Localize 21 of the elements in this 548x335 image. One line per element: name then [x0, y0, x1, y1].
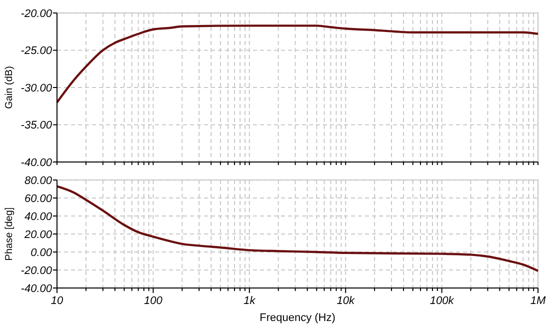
- y-tick-label: -20.00: [20, 264, 53, 277]
- x-tick-label: 10k: [336, 295, 355, 307]
- y-tick-label: 0.00: [30, 246, 53, 259]
- x-tick-label: 1k: [244, 295, 256, 307]
- y-axis-title: Phase [deg]: [4, 207, 15, 261]
- y-tick-label: -20.00: [20, 8, 53, 20]
- y-tick-label: 40.00: [24, 210, 53, 223]
- y-tick-label: 80.00: [24, 174, 53, 187]
- y-axis-title: Gain (dB): [4, 66, 15, 109]
- x-tick-label: 10: [50, 295, 64, 307]
- y-tick-label: -40.00: [20, 282, 53, 295]
- y-tick-label: -40.00: [20, 156, 53, 169]
- x-axis-title: Frequency (Hz): [260, 312, 336, 324]
- x-tick-label: 100k: [430, 295, 454, 307]
- x-tick-label: 100: [144, 295, 164, 307]
- y-tick-label: -30.00: [20, 82, 53, 94]
- y-tick-label: -35.00: [20, 120, 53, 132]
- y-tick-label: 60.00: [24, 192, 53, 205]
- y-tick-label: -25.00: [20, 45, 53, 58]
- x-tick-label: 1M: [530, 295, 546, 307]
- y-tick-label: 20.00: [23, 228, 53, 241]
